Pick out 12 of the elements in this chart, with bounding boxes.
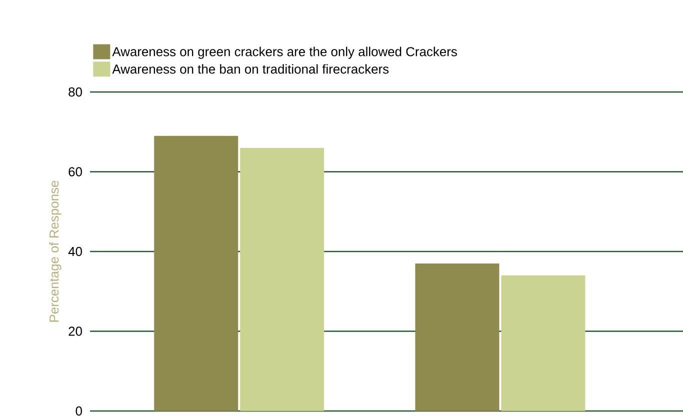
y-tick-label: 20 bbox=[68, 326, 82, 336]
y-tick-label: 60 bbox=[68, 167, 82, 176]
y-tick-label: 0 bbox=[76, 406, 82, 416]
y-tick-label: 80 bbox=[68, 87, 82, 97]
legend-label: Awareness on the ban on traditional firecrackers bbox=[112, 64, 389, 74]
bar bbox=[501, 275, 586, 411]
y-axis-title: Percentage of Response bbox=[49, 180, 62, 322]
bar bbox=[415, 263, 500, 411]
y-tick-label: 40 bbox=[68, 246, 82, 256]
bar bbox=[154, 136, 238, 411]
bar bbox=[240, 148, 324, 411]
legend-label: Awareness on green crackers are the only allowed Crackers bbox=[112, 46, 457, 59]
